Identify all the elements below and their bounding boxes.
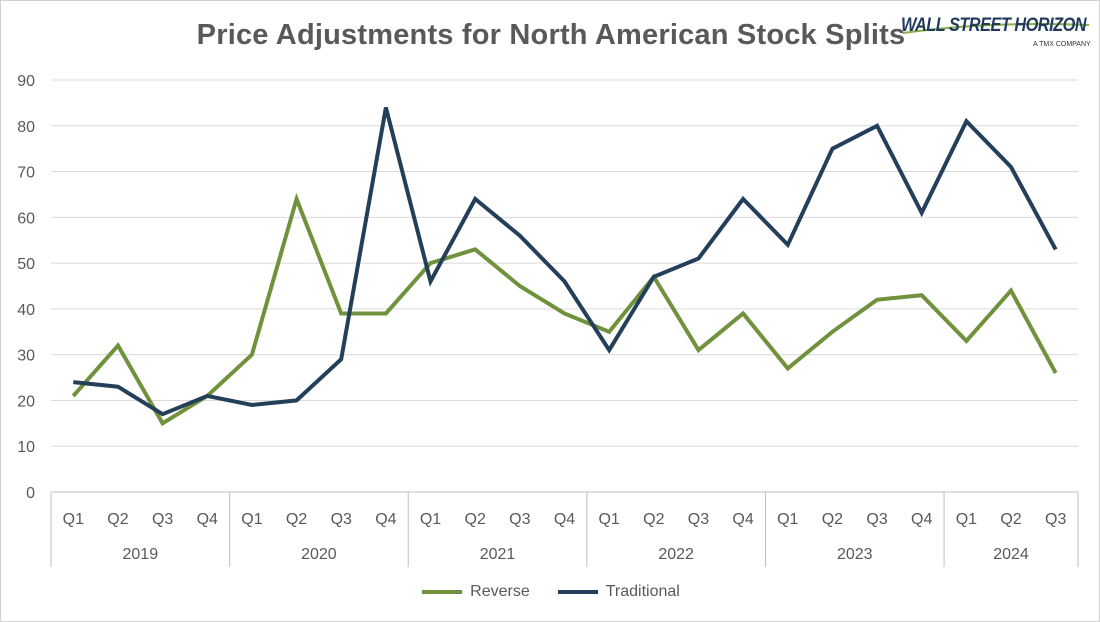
- x-tick-label: Q1: [63, 511, 84, 528]
- x-tick-label: Q4: [554, 511, 575, 528]
- x-tick-label: Q3: [1045, 511, 1066, 528]
- x-tick-label: Q4: [375, 511, 396, 528]
- x-tick-label: Q3: [152, 511, 173, 528]
- company-logo: WALL STREET HORIZON A TMX COMPANY: [899, 11, 1094, 61]
- x-tick-label: Q1: [598, 511, 619, 528]
- y-tick-label: 60: [17, 210, 35, 227]
- chart-title: Price Adjustments for North American Sto…: [196, 19, 906, 51]
- legend-label-traditional: Traditional: [605, 583, 680, 600]
- y-tick-label: 20: [17, 393, 35, 410]
- series-line-traditional: [73, 107, 1058, 417]
- y-tick-label: 90: [17, 73, 35, 90]
- x-tick-label: Q1: [241, 511, 262, 528]
- year-label: 2019: [123, 546, 159, 563]
- logo-tagline: A TMX COMPANY: [1033, 41, 1091, 48]
- legend-swatch-traditional: [557, 590, 598, 594]
- year-label: 2021: [480, 546, 516, 563]
- x-tick-label: Q4: [911, 511, 932, 528]
- logo-wordmark: WALL STREET HORIZON: [901, 15, 1087, 36]
- x-tick-label: Q1: [956, 511, 977, 528]
- year-label: 2020: [301, 546, 337, 563]
- x-tick-label: Q2: [1000, 511, 1021, 528]
- year-label: 2022: [658, 546, 694, 563]
- y-tick-label: 0: [26, 485, 35, 502]
- legend-swatch-reverse: [422, 590, 463, 594]
- x-tick-label: Q2: [465, 511, 486, 528]
- y-tick-label: 70: [17, 165, 35, 182]
- y-tick-label: 10: [17, 439, 35, 456]
- legend-item-reverse: Reverse: [422, 583, 530, 601]
- x-tick-label: Q3: [509, 511, 530, 528]
- y-tick-label: 80: [17, 119, 35, 136]
- x-tick-label: Q1: [777, 511, 798, 528]
- logo-swoosh-icon: [902, 23, 1090, 34]
- year-label: 2023: [837, 546, 873, 563]
- x-tick-label: Q2: [643, 511, 664, 528]
- x-tick-label: Q3: [866, 511, 887, 528]
- line-chart: 0 10 20 30 40 50 60 70 80 90 Q1 Q2 Q3 Q4 Q1 Q2 Q3 Q4 Q1 Q2 Q…: [17, 73, 1079, 567]
- y-tick-label: 50: [17, 256, 35, 273]
- x-tick-label: Q2: [107, 511, 128, 528]
- x-tick-label: Q4: [732, 511, 753, 528]
- legend-label-reverse: Reverse: [470, 583, 530, 600]
- x-tick-label: Q4: [197, 511, 218, 528]
- x-tick-label: Q2: [822, 511, 843, 528]
- x-tick-label: Q3: [331, 511, 352, 528]
- year-label: 2024: [993, 546, 1029, 563]
- x-tick-label: Q1: [420, 511, 441, 528]
- x-tick-label: Q2: [286, 511, 307, 528]
- y-tick-label: 40: [17, 302, 35, 319]
- series-line-reverse: [71, 192, 1058, 427]
- x-tick-label: Q3: [688, 511, 709, 528]
- y-tick-label: 30: [17, 348, 35, 365]
- legend-item-traditional: Traditional: [557, 583, 680, 601]
- chart-legend: Reverse Traditional: [1, 583, 1100, 601]
